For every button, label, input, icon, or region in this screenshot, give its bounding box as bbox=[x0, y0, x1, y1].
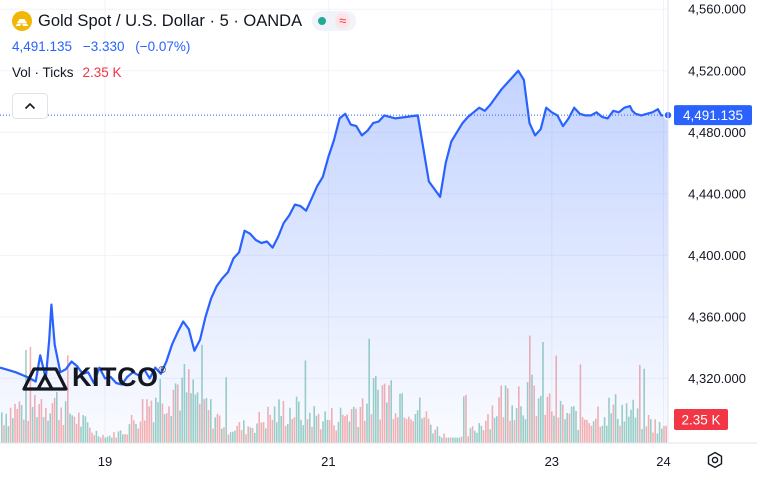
symbol-title[interactable]: Gold Spot / U.S. Dollar · 5 · OANDA bbox=[38, 11, 303, 30]
y-tick-label: 4,520.000 bbox=[688, 63, 746, 78]
y-tick-label: 4,320.000 bbox=[688, 371, 746, 386]
volume-legend[interactable]: Vol · Ticks 2.35 K bbox=[12, 65, 122, 80]
x-tick-label: 24 bbox=[656, 454, 670, 469]
x-tick-label: 19 bbox=[98, 454, 112, 469]
status-pill[interactable]: ≈ bbox=[312, 11, 357, 31]
volume-badge-text: 2.35 K bbox=[681, 413, 720, 428]
y-tick-label: 4,400.000 bbox=[688, 248, 746, 263]
y-tick-label: 4,480.000 bbox=[688, 125, 746, 140]
x-tick-label: 21 bbox=[321, 454, 335, 469]
delayed-data-wave-icon: ≈ bbox=[335, 13, 351, 29]
gold-bars-icon bbox=[12, 11, 32, 31]
quote-values: 4,491.135 −3.330 (−0.07%) bbox=[12, 39, 197, 54]
last-price-badge-text: 4,491.135 bbox=[683, 108, 743, 123]
y-tick-label: 4,560.000 bbox=[688, 2, 746, 17]
volume-legend-value: 2.35 K bbox=[82, 65, 122, 80]
last-price-badge: 4,491.135 bbox=[674, 105, 752, 126]
kitco-logo-icon bbox=[22, 366, 68, 391]
watermark-registered-mark: ® bbox=[158, 365, 166, 376]
chevron-up-icon bbox=[24, 102, 36, 110]
market-open-dot-icon bbox=[318, 17, 327, 25]
y-tick-label: 4,440.000 bbox=[688, 186, 746, 201]
watermark-text: KITCO bbox=[72, 362, 159, 392]
price-change-percent: (−0.07%) bbox=[135, 39, 191, 54]
time-axis-labels: 19 21 23 24 bbox=[98, 454, 671, 469]
last-price-value: 4,491.135 bbox=[12, 39, 73, 54]
kitco-watermark: KITCO ® bbox=[22, 362, 166, 393]
chart-header: Gold Spot / U.S. Dollar · 5 · OANDA ≈ bbox=[12, 11, 357, 31]
price-area-fill bbox=[0, 70, 668, 444]
price-line bbox=[0, 69, 668, 386]
x-tick-label: 23 bbox=[545, 454, 559, 469]
gear-icon[interactable] bbox=[705, 450, 725, 470]
price-axis-labels: 4,560.000 4,520.000 4,480.000 4,440.000 4,40… bbox=[688, 2, 746, 386]
volume-badge: 2.35 K bbox=[674, 409, 728, 430]
price-change-value: −3.330 bbox=[82, 39, 125, 54]
volume-legend-label: Vol · Ticks bbox=[12, 65, 74, 80]
collapse-legend-button[interactable] bbox=[12, 93, 48, 119]
y-tick-label: 4,360.000 bbox=[688, 309, 746, 324]
